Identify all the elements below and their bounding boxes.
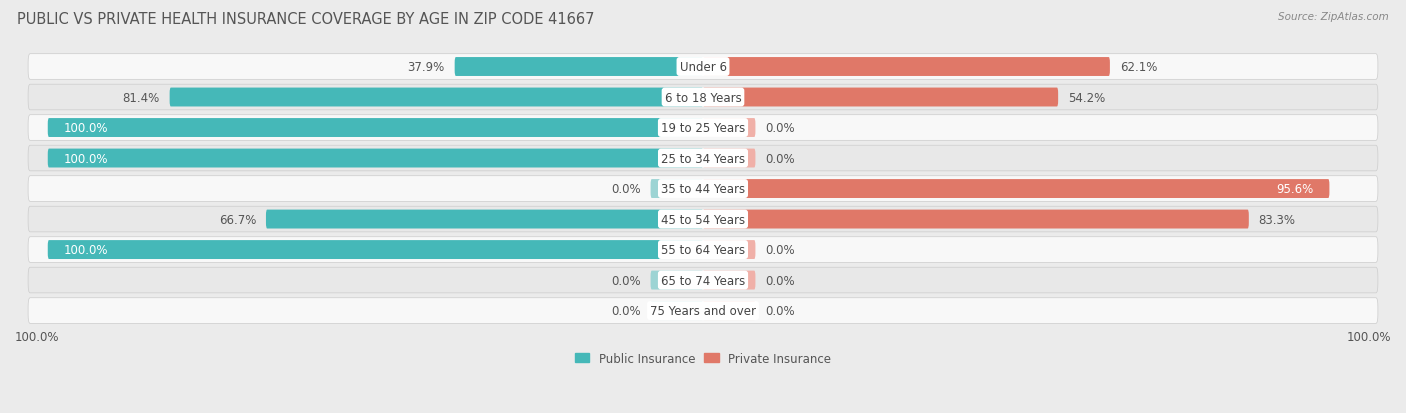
FancyBboxPatch shape [48,119,703,138]
Text: 100.0%: 100.0% [65,244,108,256]
FancyBboxPatch shape [703,88,1059,107]
FancyBboxPatch shape [28,146,1378,171]
Text: 95.6%: 95.6% [1275,183,1313,196]
Text: 66.7%: 66.7% [219,213,256,226]
FancyBboxPatch shape [703,210,1249,229]
Text: 100.0%: 100.0% [1347,330,1391,344]
FancyBboxPatch shape [703,149,755,168]
Text: 100.0%: 100.0% [65,122,108,135]
FancyBboxPatch shape [703,119,755,138]
Text: Source: ZipAtlas.com: Source: ZipAtlas.com [1278,12,1389,22]
Text: 54.2%: 54.2% [1069,91,1105,104]
FancyBboxPatch shape [703,301,755,320]
FancyBboxPatch shape [651,271,703,290]
FancyBboxPatch shape [48,240,703,259]
FancyBboxPatch shape [266,210,703,229]
FancyBboxPatch shape [651,180,703,199]
FancyBboxPatch shape [703,271,755,290]
Text: PUBLIC VS PRIVATE HEALTH INSURANCE COVERAGE BY AGE IN ZIP CODE 41667: PUBLIC VS PRIVATE HEALTH INSURANCE COVER… [17,12,595,27]
FancyBboxPatch shape [170,88,703,107]
Text: 0.0%: 0.0% [765,152,794,165]
FancyBboxPatch shape [28,237,1378,263]
Text: 0.0%: 0.0% [765,122,794,135]
Text: 0.0%: 0.0% [612,304,641,317]
Text: 19 to 25 Years: 19 to 25 Years [661,122,745,135]
Text: 45 to 54 Years: 45 to 54 Years [661,213,745,226]
Text: 0.0%: 0.0% [612,183,641,196]
FancyBboxPatch shape [454,58,703,77]
Text: 6 to 18 Years: 6 to 18 Years [665,91,741,104]
FancyBboxPatch shape [28,55,1378,80]
Text: 55 to 64 Years: 55 to 64 Years [661,244,745,256]
Text: 0.0%: 0.0% [765,274,794,287]
FancyBboxPatch shape [651,301,703,320]
Text: 35 to 44 Years: 35 to 44 Years [661,183,745,196]
Text: 0.0%: 0.0% [765,304,794,317]
Text: 81.4%: 81.4% [122,91,160,104]
FancyBboxPatch shape [28,268,1378,293]
Legend: Public Insurance, Private Insurance: Public Insurance, Private Insurance [571,347,835,370]
Text: 65 to 74 Years: 65 to 74 Years [661,274,745,287]
Text: Under 6: Under 6 [679,61,727,74]
Text: 75 Years and over: 75 Years and over [650,304,756,317]
FancyBboxPatch shape [703,58,1109,77]
Text: 37.9%: 37.9% [408,61,444,74]
Text: 62.1%: 62.1% [1119,61,1157,74]
Text: 0.0%: 0.0% [612,274,641,287]
FancyBboxPatch shape [703,180,1330,199]
FancyBboxPatch shape [28,116,1378,141]
Text: 100.0%: 100.0% [15,330,59,344]
Text: 83.3%: 83.3% [1258,213,1296,226]
FancyBboxPatch shape [48,149,703,168]
Text: 0.0%: 0.0% [765,244,794,256]
FancyBboxPatch shape [28,176,1378,202]
Text: 25 to 34 Years: 25 to 34 Years [661,152,745,165]
FancyBboxPatch shape [28,85,1378,111]
FancyBboxPatch shape [28,207,1378,232]
FancyBboxPatch shape [28,298,1378,324]
FancyBboxPatch shape [703,240,755,259]
Text: 100.0%: 100.0% [65,152,108,165]
